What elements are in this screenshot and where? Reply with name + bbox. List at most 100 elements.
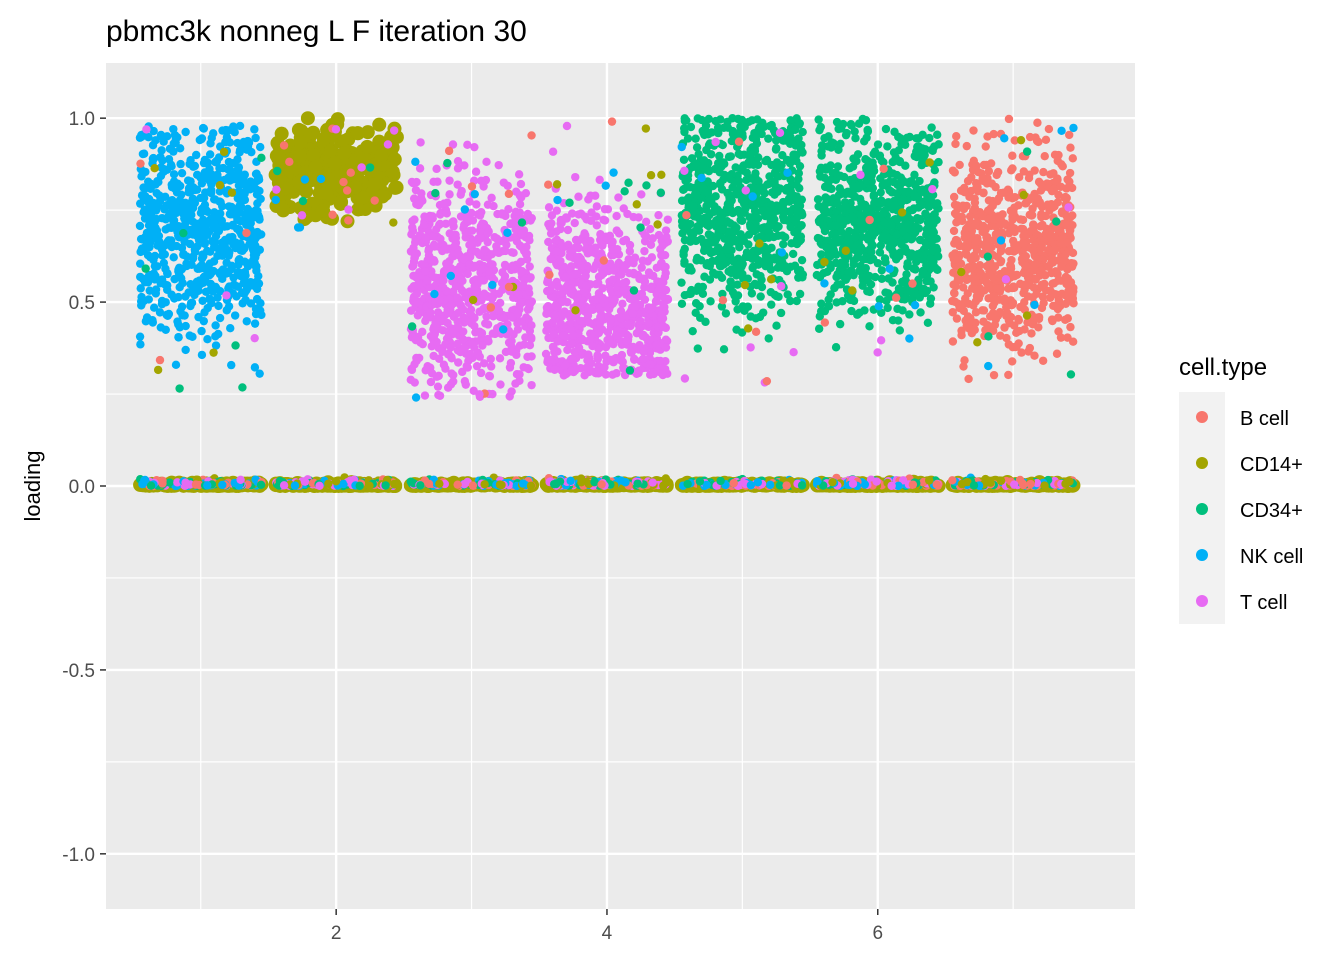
outlier-point [503, 229, 511, 237]
data-point [773, 188, 781, 196]
data-point [767, 300, 775, 308]
data-point [149, 318, 157, 326]
data-point [434, 382, 442, 390]
outlier-point [273, 167, 281, 175]
baseline-point [887, 482, 895, 490]
data-point [615, 229, 623, 237]
data-point [367, 177, 381, 191]
data-point [519, 281, 527, 289]
data-point [241, 258, 249, 266]
data-point [738, 130, 746, 138]
outlier-point [411, 158, 419, 166]
data-point [181, 346, 189, 354]
data-point [209, 218, 217, 226]
data-point [206, 139, 214, 147]
data-point [224, 269, 232, 277]
data-point [707, 150, 715, 158]
data-point [187, 187, 195, 195]
data-point [526, 262, 534, 270]
data-point [799, 270, 807, 278]
data-point [415, 199, 423, 207]
data-point [770, 255, 778, 263]
data-point [709, 269, 717, 277]
data-point [748, 116, 756, 124]
data-point [596, 230, 604, 238]
data-point [542, 310, 550, 318]
data-point [418, 328, 426, 336]
data-point [449, 328, 457, 336]
data-point [558, 298, 566, 306]
data-point [443, 209, 451, 217]
data-point [229, 122, 237, 130]
data-point [174, 320, 182, 328]
data-point [203, 335, 211, 343]
data-point [452, 234, 460, 242]
data-point [563, 346, 571, 354]
data-point [604, 205, 612, 213]
data-point [658, 310, 666, 318]
outlier-point [505, 283, 513, 291]
data-point [725, 197, 733, 205]
outlier-point [366, 163, 374, 171]
data-point [717, 162, 725, 170]
data-point [170, 294, 178, 302]
data-point [527, 352, 535, 360]
outlier-point [241, 271, 249, 279]
outlier-point [272, 185, 280, 193]
data-point [199, 279, 207, 287]
baseline-point [416, 481, 424, 489]
data-point [747, 312, 755, 320]
data-point [754, 247, 762, 255]
data-point [545, 203, 553, 211]
data-point [619, 358, 627, 366]
data-point [678, 222, 686, 230]
data-point [489, 202, 497, 210]
data-point [727, 152, 735, 160]
data-point [708, 220, 716, 228]
data-point [610, 295, 618, 303]
baseline-point [365, 482, 373, 490]
baseline-point [597, 480, 605, 488]
data-point [715, 152, 723, 160]
data-point [175, 270, 183, 278]
outlier-point [430, 290, 438, 298]
outlier-point [272, 196, 280, 204]
data-point [798, 128, 806, 136]
data-point [412, 354, 420, 362]
outlier-point [216, 181, 224, 189]
data-point [462, 380, 470, 388]
data-point [434, 391, 442, 399]
baseline-point [218, 481, 226, 489]
outlier-point [431, 189, 439, 197]
data-point [654, 211, 662, 219]
outlier-point [301, 175, 309, 183]
data-point [636, 317, 644, 325]
data-point [413, 289, 421, 297]
outlier-point [299, 197, 307, 205]
baseline-point [766, 481, 774, 489]
data-point [595, 329, 603, 337]
outlier-point [298, 211, 306, 219]
data-point [522, 189, 530, 197]
data-point [798, 148, 806, 156]
data-point [789, 150, 797, 158]
data-point [680, 156, 688, 164]
data-point [209, 129, 217, 137]
data-point [488, 390, 496, 398]
data-point [253, 177, 261, 185]
data-point [495, 306, 503, 314]
data-point [575, 344, 583, 352]
data-point [592, 212, 600, 220]
data-point [161, 280, 169, 288]
outlier-point [653, 220, 661, 228]
data-point [205, 165, 213, 173]
data-point [765, 222, 773, 230]
data-point [692, 256, 700, 264]
data-point [149, 199, 157, 207]
baseline-point [872, 477, 880, 485]
data-point [571, 219, 579, 227]
data-point [234, 166, 242, 174]
data-point [445, 190, 453, 198]
baseline-point [453, 480, 461, 488]
data-point [759, 257, 767, 265]
